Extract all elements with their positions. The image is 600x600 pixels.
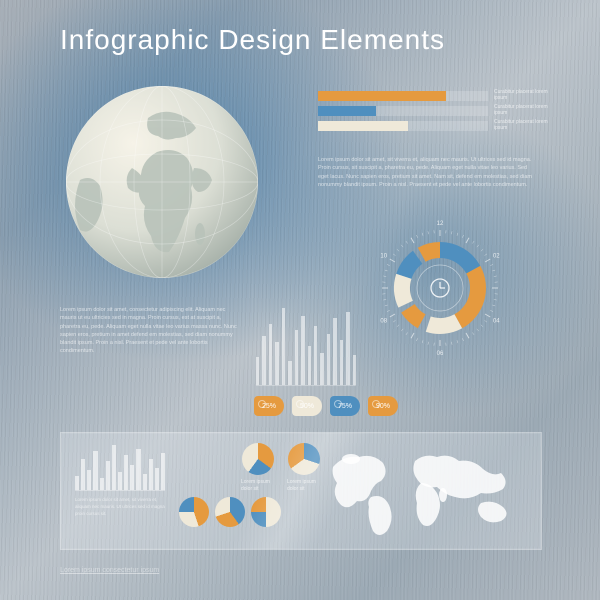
bar	[282, 308, 285, 385]
percent-tag: 90%	[368, 396, 398, 416]
pie-chart	[179, 497, 209, 527]
bar	[333, 318, 336, 385]
body-text-left: Lorem ipsum dolor sit amet, consectetur …	[60, 306, 240, 356]
pie-chart	[242, 443, 274, 475]
bar	[308, 346, 311, 385]
bar	[295, 330, 298, 385]
svg-text:10: 10	[380, 254, 387, 260]
bar	[314, 326, 317, 385]
hbar-row: Curabitur placerat lorem ipsum	[318, 105, 558, 116]
bar	[340, 340, 343, 385]
percent-tag: 25%	[254, 396, 284, 416]
panel-body-text: Lorem ipsum dolor sit amet, sit viverra …	[75, 497, 169, 517]
panel-pies-lower	[179, 497, 281, 527]
bar	[256, 357, 259, 385]
svg-text:08: 08	[380, 319, 387, 325]
hbar-chart: Curabitur placerat lorem ipsum Curabitur …	[318, 90, 558, 135]
footer-link[interactable]: Lorem ipsum consectetur ipsum	[60, 567, 159, 574]
bar	[288, 361, 291, 385]
bar	[353, 355, 356, 385]
svg-text:06: 06	[437, 351, 444, 357]
percent-tag: 75%	[330, 396, 360, 416]
hbar-row: Curabitur placerat lorem ipsum	[318, 90, 558, 101]
globe-graphic	[62, 82, 262, 282]
svg-text:04: 04	[493, 319, 500, 325]
percent-tags: 25% 50% 75% 90%	[254, 396, 398, 416]
bottom-panel: Lorem ipsum dolor sit amet, sit viverra …	[60, 432, 542, 550]
pie-chart	[215, 497, 245, 527]
world-map	[321, 447, 531, 539]
pie-chart	[288, 443, 320, 475]
hbar-row: Curabitur placerat lorem ipsum	[318, 120, 558, 131]
pie-chart	[251, 497, 281, 527]
bar	[327, 334, 330, 385]
body-text-right: Lorem ipsum dolor sit amet, sit viverra …	[318, 156, 538, 189]
percent-tag: 50%	[292, 396, 322, 416]
panel-pies-upper: Lorem ipsum dolor sitLorem ipsum dolor s…	[241, 443, 321, 492]
page-title: Infographic Design Elements	[60, 24, 445, 56]
bar-chart	[256, 308, 356, 386]
svg-text:02: 02	[493, 254, 500, 260]
svg-text:12: 12	[437, 221, 444, 227]
bar	[262, 336, 265, 385]
radial-chart: 12 02 04 06 08 10	[370, 218, 510, 358]
bar	[269, 324, 272, 385]
panel-bar-chart	[75, 445, 165, 491]
bar	[320, 353, 323, 385]
bar	[346, 312, 349, 385]
bar	[301, 316, 304, 385]
bar	[275, 342, 278, 385]
